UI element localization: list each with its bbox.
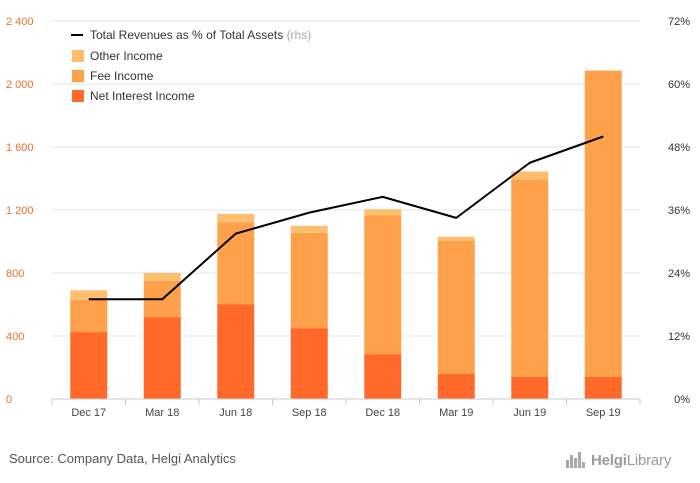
line-path [88,135,604,301]
bar-segment [217,304,255,399]
chart: Dec 17 Mar 18 Jun 18 Sep 18 Dec 18 Mar 19 Jun … [6,16,690,419]
y-tick-label: 1 600 [6,142,34,154]
legend: Total Revenues as % of Total Assets (rhs… [71,28,311,103]
y-tick-label: 800 [6,268,24,280]
x-tick-label: Mar 18 [145,407,179,419]
bar-segment [217,222,255,305]
x-tick-label: Dec 17 [71,407,106,419]
bar-segment [143,273,181,281]
x-tick-label: Mar 19 [439,407,473,419]
y-tick-label: 2 400 [6,16,34,28]
x-axis: Dec 17 Mar 18 Jun 18 Sep 18 Dec 18 Mar 19 Jun … [51,398,641,419]
bar-segment [70,290,108,300]
bar-segment [364,209,402,216]
x-tick-label: Sep 18 [292,407,327,419]
bar-segment [143,317,181,399]
x-tick-label: Jun 19 [513,407,546,419]
bar-segment [290,328,328,399]
bar-segment [511,376,549,399]
bar-segment [217,213,255,223]
y-tick-label: 0 [6,394,12,406]
source-note: Source: Company Data, Helgi Analytics [9,451,236,466]
legend-label: Fee Income [90,69,154,83]
legend-swatch [72,90,84,102]
bar-segment [511,171,549,180]
legend-swatch [72,50,84,62]
bar-segment [70,299,108,333]
y-tick-label: 400 [6,331,24,343]
y2-tick-label: 48% [668,142,690,154]
x-tick-label: Jun 18 [219,407,252,419]
y2-tick-label: 72% [668,16,690,28]
legend-label: Total Revenues as % of Total Assets (rhs… [90,28,311,42]
legend-label: Other Income [90,49,163,63]
y2-tick-label: 60% [668,79,690,91]
logo-icon [566,452,588,468]
legend-label-suffix: (rhs) [287,28,312,42]
bar-segment [437,236,475,241]
logo-text-light: Library [626,451,672,469]
y2-tick-label: 12% [668,331,690,343]
x-tick-label: Dec 18 [365,407,400,419]
helgi-library-logo: Helgi Library [566,450,671,470]
bar-segment [290,225,328,233]
right-y-axis: 0% 12% 24% 36% 48% 60% 72% [668,16,690,406]
bar-segment [290,232,328,329]
logo-text-main: Helgi [591,451,627,469]
x-tick-label: Sep 19 [586,407,621,419]
bar-segment [364,354,402,399]
bar-segment [511,179,549,377]
legend-label: Net Interest Income [90,89,195,103]
bar-segment [437,373,475,399]
bars [70,70,622,399]
y2-tick-label: 0% [674,394,690,406]
y2-tick-label: 36% [668,205,690,217]
bar-segment [584,376,622,399]
bar-segment [584,70,622,377]
bar-segment [70,332,108,399]
y-tick-label: 1 200 [6,205,34,217]
legend-swatch [72,70,84,82]
bar-segment [437,240,475,374]
left-y-axis: 0 400 800 1 200 1 600 2 000 2 400 [6,16,34,406]
y-tick-label: 2 000 [6,79,34,91]
bar-segment [364,215,402,355]
y2-tick-label: 24% [668,268,690,280]
revenue-line [88,135,604,301]
